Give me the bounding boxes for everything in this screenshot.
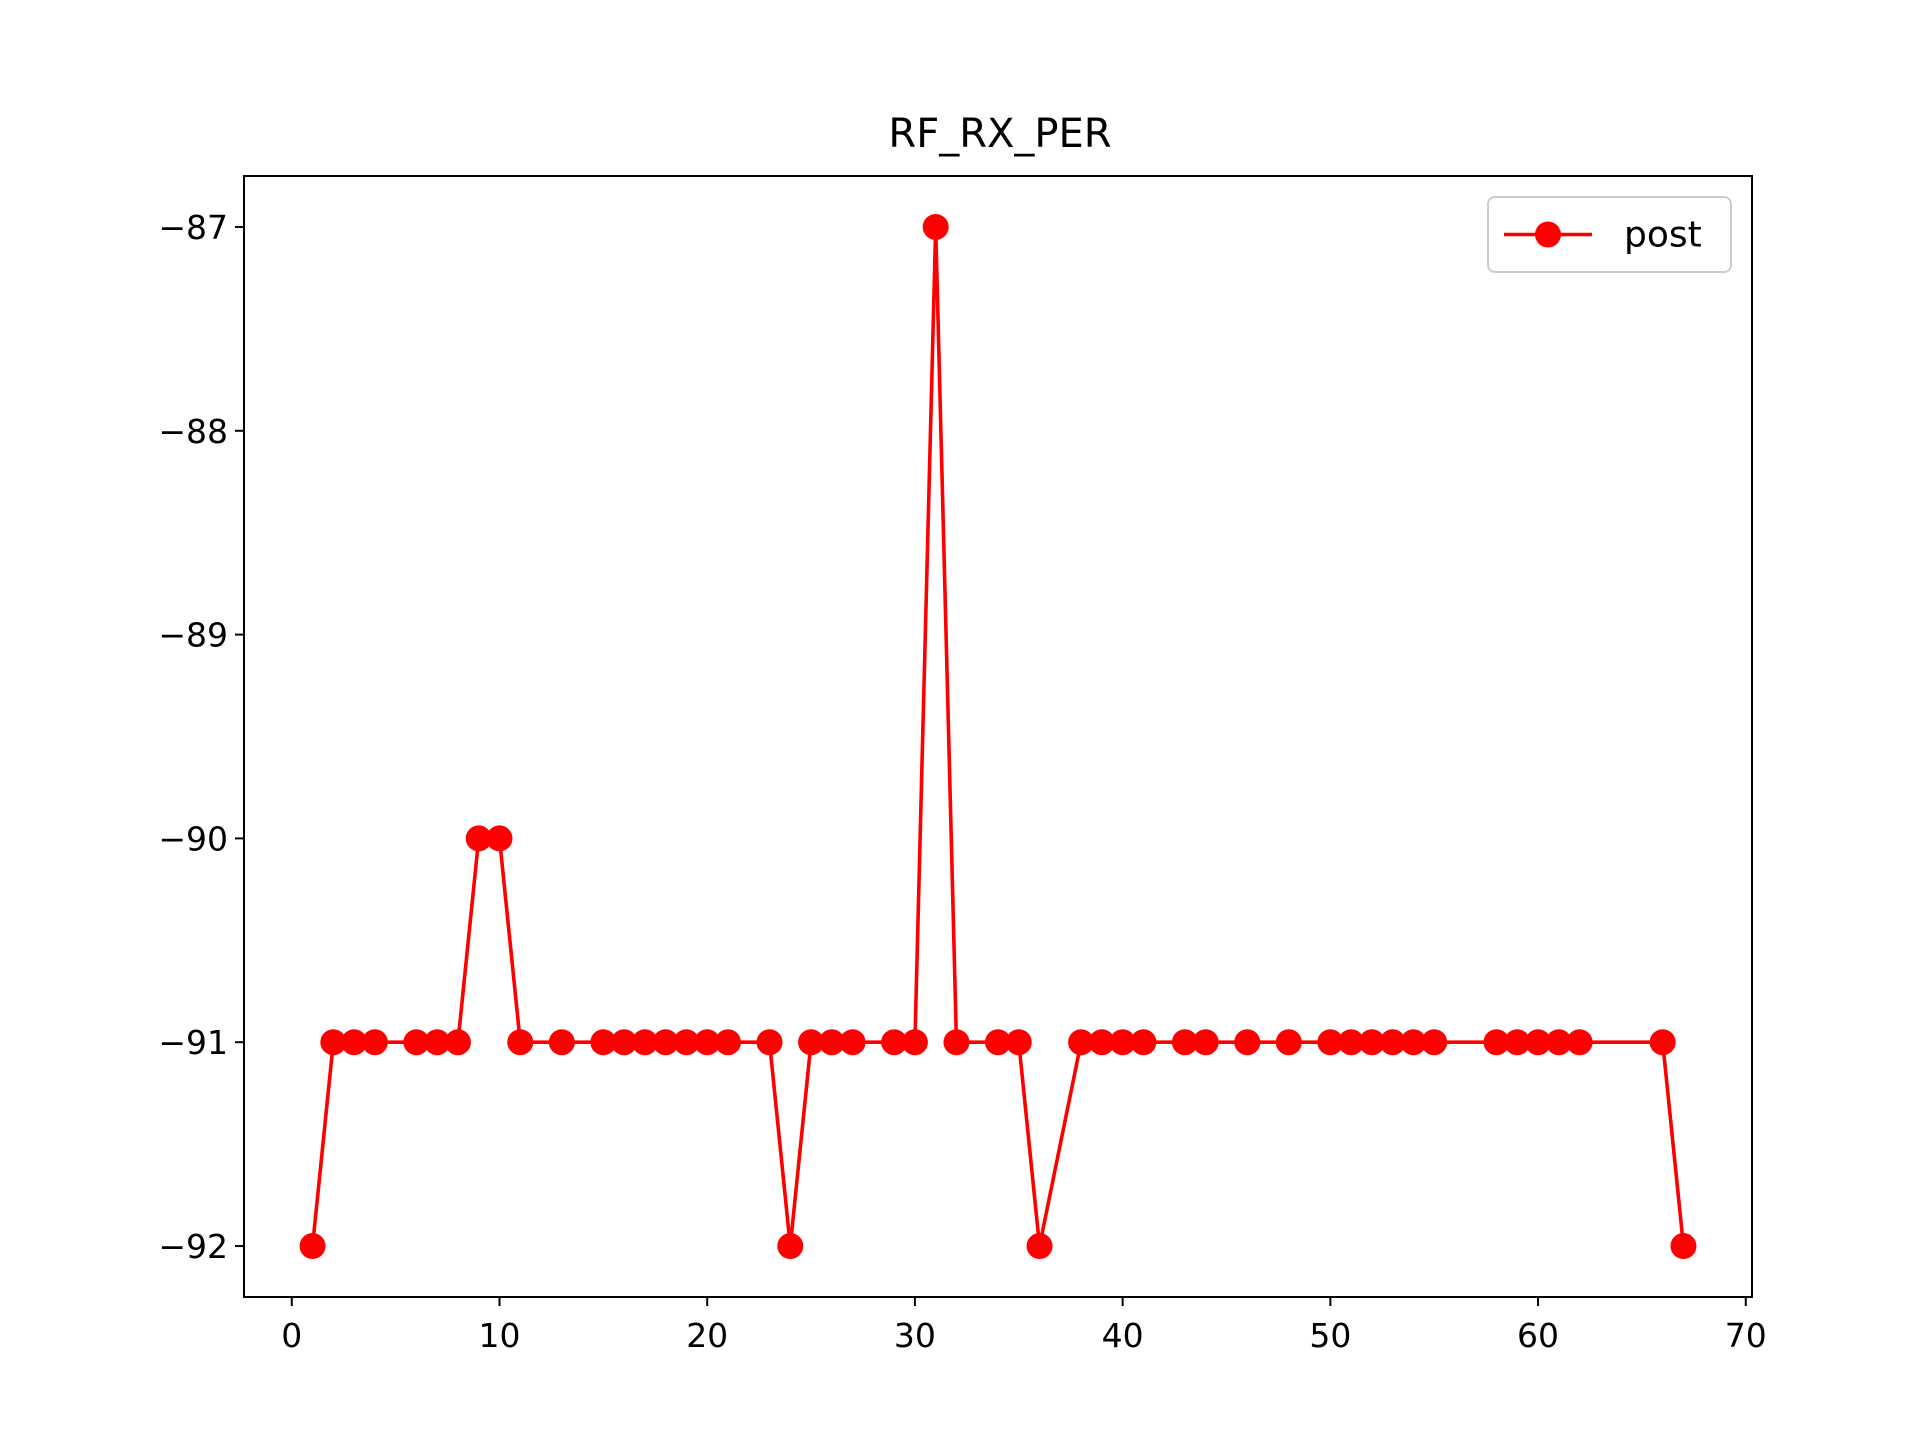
data-point: [1275, 1029, 1302, 1056]
data-point: [1171, 1029, 1198, 1056]
data-point: [611, 1029, 638, 1056]
data-point: [548, 1029, 575, 1056]
plot-frame: [243, 175, 1753, 1298]
data-point: [1338, 1029, 1365, 1056]
data-point: [1400, 1029, 1427, 1056]
data-point: [901, 1029, 928, 1056]
data-point: [1379, 1029, 1406, 1056]
chart-title: RF_RX_PER: [888, 111, 1111, 157]
x-tick-label: 30: [894, 1316, 936, 1355]
data-point: [756, 1029, 783, 1056]
data-point: [1525, 1029, 1552, 1056]
data-point: [1358, 1029, 1385, 1056]
data-point: [465, 825, 492, 852]
data-point: [839, 1029, 866, 1056]
x-tick-label: 10: [478, 1316, 520, 1355]
y-tick-label: −92: [158, 1227, 228, 1266]
data-point: [652, 1029, 679, 1056]
x-tick-label: 60: [1517, 1316, 1559, 1355]
data-point: [424, 1029, 451, 1056]
data-point: [341, 1029, 368, 1056]
data-point: [403, 1029, 430, 1056]
data-point: [922, 213, 949, 240]
y-tick-label: −91: [158, 1023, 228, 1062]
legend-marker: [1535, 221, 1561, 248]
data-point: [507, 1029, 534, 1056]
legend-box: [1487, 196, 1732, 273]
x-tick-label: 50: [1309, 1316, 1351, 1355]
data-point: [714, 1029, 741, 1056]
data-point: [694, 1029, 721, 1056]
data-point: [320, 1029, 347, 1056]
data-point: [1670, 1233, 1697, 1260]
data-point: [881, 1029, 908, 1056]
data-point: [1317, 1029, 1344, 1056]
x-tick-label: 70: [1725, 1316, 1767, 1355]
data-point: [1566, 1029, 1593, 1056]
data-point: [1421, 1029, 1448, 1056]
axes: 0 10 20 30 40 50 60 70 −87 −88 −89 −90 −91 −92: [158, 175, 1767, 1355]
data-point: [1483, 1029, 1510, 1056]
legend: post: [1487, 196, 1732, 273]
data-point: [1130, 1029, 1157, 1056]
data-point: [1068, 1029, 1095, 1056]
y-tick-label: −87: [158, 208, 228, 247]
data-point: [444, 1029, 471, 1056]
data-point: [1649, 1029, 1676, 1056]
plot-area: [299, 213, 1697, 1260]
y-tick-label: −90: [158, 819, 228, 858]
data-point: [486, 825, 513, 852]
data-point: [1088, 1029, 1115, 1056]
data-point: [631, 1029, 658, 1056]
data-point: [1109, 1029, 1136, 1056]
data-point: [1504, 1029, 1531, 1056]
x-tick-label: 0: [281, 1316, 302, 1355]
data-point: [673, 1029, 700, 1056]
data-point: [590, 1029, 617, 1056]
data-point: [985, 1029, 1011, 1056]
x-tick-label: 40: [1102, 1316, 1144, 1355]
data-point: [1545, 1029, 1572, 1056]
data-point: [818, 1029, 845, 1056]
data-point: [1005, 1029, 1032, 1056]
data-point: [1026, 1233, 1053, 1260]
legend-label: post: [1624, 215, 1702, 256]
y-tick-label: −88: [158, 412, 228, 451]
data-point: [1234, 1029, 1261, 1056]
data-point: [361, 1029, 388, 1056]
y-tick-label: −89: [158, 616, 228, 655]
data-point: [299, 1233, 326, 1260]
x-tick-label: 20: [686, 1316, 728, 1355]
data-point: [777, 1233, 804, 1260]
data-point: [798, 1029, 825, 1056]
data-point: [1192, 1029, 1219, 1056]
data-point: [943, 1029, 970, 1056]
